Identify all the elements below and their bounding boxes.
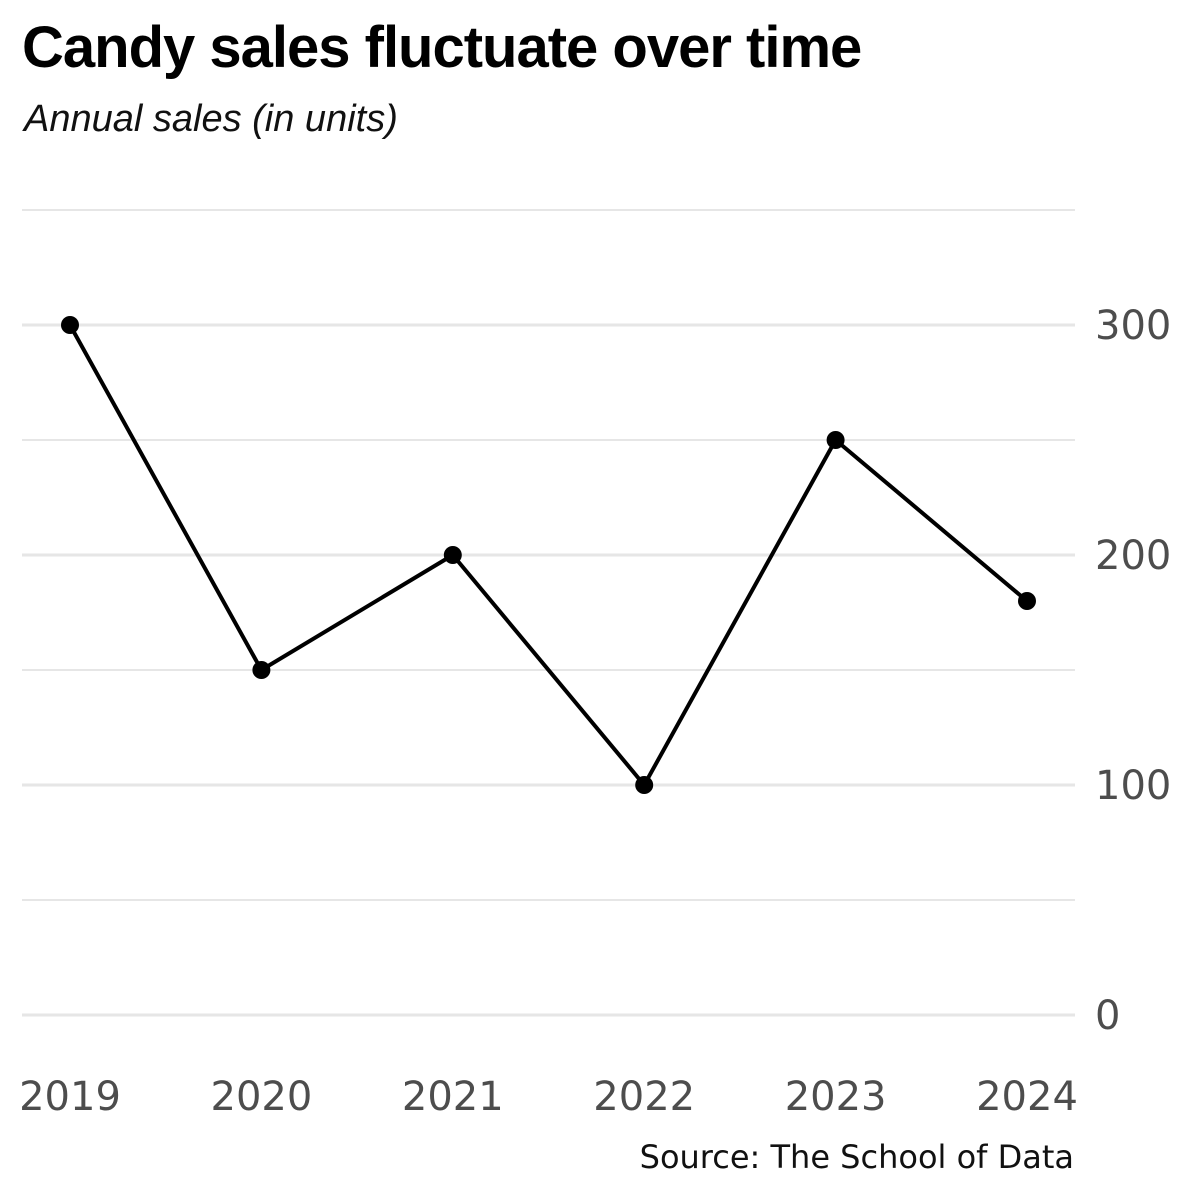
y-tick-label: 200 <box>1095 533 1171 579</box>
data-point <box>826 431 845 449</box>
series-line <box>68 324 1029 787</box>
x-tick-label: 2023 <box>785 1074 887 1120</box>
data-points <box>61 316 1036 794</box>
y-tick-label: 300 <box>1095 303 1171 349</box>
data-point <box>635 776 654 794</box>
chart-subtitle: Annual sales (in units) <box>24 98 398 140</box>
y-tick-label: 100 <box>1095 763 1171 809</box>
x-tick-label: 2020 <box>211 1074 313 1120</box>
x-tick-label: 2024 <box>976 1074 1078 1120</box>
series-line-layer <box>68 324 1029 787</box>
chart-title: Candy sales fluctuate over time <box>22 15 862 80</box>
x-axis-ticks: 2019 2020 2021 2022 2023 2024 <box>19 1074 1078 1120</box>
data-point <box>61 316 79 334</box>
y-tick-label: 0 <box>1095 993 1120 1039</box>
x-tick-label: 2019 <box>19 1074 121 1120</box>
data-point <box>252 661 271 679</box>
y-axis-ticks: 0 100 200 300 <box>1095 303 1171 1039</box>
x-tick-label: 2021 <box>402 1074 504 1120</box>
gridlines <box>22 209 1075 1017</box>
data-point <box>443 546 462 564</box>
data-point <box>1018 592 1036 610</box>
x-tick-label: 2022 <box>593 1074 695 1120</box>
chart-source: Source: The School of Data <box>639 1138 1074 1176</box>
